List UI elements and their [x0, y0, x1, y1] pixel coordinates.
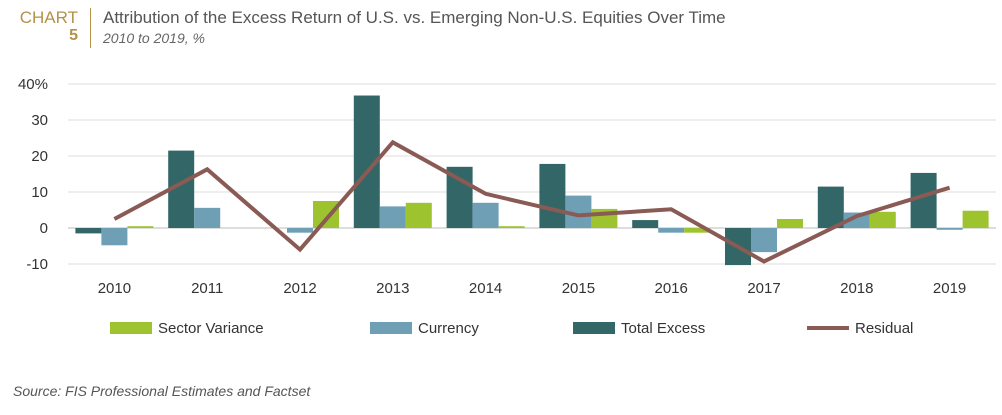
residual-line: [113, 139, 951, 264]
bar-currency-2016: [658, 228, 685, 233]
x-tick-label: 2013: [376, 280, 409, 297]
bar-sector-variance-2013: [405, 202, 432, 228]
bar-sector-variance-2014: [498, 226, 525, 228]
bar-sector-variance-2016: [684, 228, 711, 233]
bar-currency-2014: [472, 202, 499, 228]
bar-total-excess-2014: [446, 166, 473, 228]
chart-tag: CHART 5: [10, 9, 78, 45]
y-tick-label: 10: [31, 184, 48, 201]
bar-currency-2010: [101, 228, 128, 246]
source-note: Source: FIS Professional Estimates and F…: [13, 383, 311, 399]
chart-label: CHART: [19, 8, 78, 27]
bar-sector-variance-2010: [127, 226, 154, 228]
y-tick-label: -10: [26, 256, 48, 273]
bar-currency-2012: [287, 228, 313, 233]
legend-swatch-currency: [370, 322, 412, 334]
legend-swatch-total-excess: [573, 322, 615, 334]
bar-sector-variance-2018: [869, 211, 896, 228]
y-tick-label: 0: [40, 220, 48, 237]
bar-sector-variance-2019: [962, 210, 989, 228]
bar-sector-variance-2017: [777, 219, 803, 228]
bar-currency-2017: [751, 228, 777, 253]
bar-total-excess-2016: [632, 220, 659, 228]
legend-label-currency: Currency: [418, 320, 479, 337]
bar-total-excess-2015: [539, 163, 566, 228]
x-tick-label: 2014: [469, 280, 502, 297]
bar-currency-2011: [194, 207, 221, 228]
bar-total-excess-2018: [817, 186, 844, 228]
chart-number: 5: [69, 27, 78, 44]
legend-swatch-sector-variance: [110, 322, 152, 334]
y-tick-label: 30: [31, 112, 48, 129]
legend-label-sector-variance: Sector Variance: [158, 320, 264, 337]
bar-total-excess-2019: [910, 172, 937, 228]
chart-subtitle: 2010 to 2019, %: [103, 30, 205, 46]
title-divider: [90, 8, 91, 48]
x-tick-label: 2016: [655, 280, 688, 297]
x-tick-label: 2010: [98, 280, 131, 297]
legend-label-total-excess: Total Excess: [621, 320, 705, 337]
x-tick-label: 2018: [840, 280, 873, 297]
x-tick-label: 2011: [191, 280, 223, 297]
x-tick-label: 2015: [562, 280, 595, 297]
chart-title: Attribution of the Excess Return of U.S.…: [103, 8, 726, 27]
bar-sector-variance-2012: [313, 201, 339, 228]
bar-currency-2019: [936, 228, 963, 230]
x-tick-label: 2019: [933, 280, 966, 297]
y-tick-label: 40%: [18, 76, 48, 93]
x-tick-label: 2017: [747, 280, 780, 297]
bar-currency-2018: [843, 212, 870, 228]
x-tick-label: 2012: [283, 280, 316, 297]
legend-label-residual: Residual: [855, 320, 913, 337]
bar-total-excess-2010: [75, 228, 102, 234]
y-tick-label: 20: [31, 148, 48, 165]
bar-currency-2013: [379, 206, 406, 228]
